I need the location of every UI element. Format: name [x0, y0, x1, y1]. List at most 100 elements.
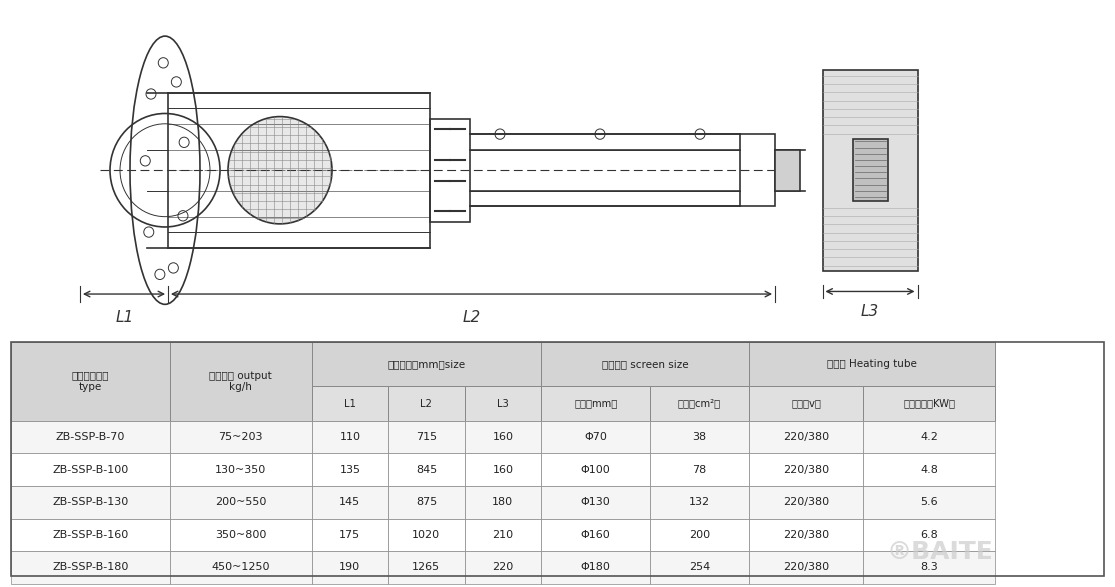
Bar	[465, 421, 541, 453]
Bar	[863, 386, 995, 421]
Bar	[465, 486, 541, 518]
Text: 8.3: 8.3	[920, 562, 938, 572]
Text: 1020: 1020	[413, 530, 440, 540]
Bar	[311, 518, 388, 551]
Text: 450~1250: 450~1250	[212, 562, 270, 572]
Bar	[388, 518, 465, 551]
Bar	[388, 421, 465, 453]
Circle shape	[227, 117, 332, 224]
Bar	[650, 486, 749, 518]
Text: 110: 110	[339, 432, 360, 442]
Text: 145: 145	[339, 497, 360, 507]
Text: 220/380: 220/380	[783, 497, 830, 507]
Bar	[863, 551, 995, 583]
Text: ZB-SSP-B-70: ZB-SSP-B-70	[56, 432, 125, 442]
Text: L3: L3	[861, 304, 879, 319]
Text: Φ130: Φ130	[581, 497, 611, 507]
Bar	[11, 421, 169, 453]
Bar	[11, 518, 169, 551]
Text: 滤网尺寸 screen size: 滤网尺寸 screen size	[602, 359, 688, 369]
Text: ®BAITE: ®BAITE	[886, 539, 993, 564]
Text: 加热器 Heating tube: 加热器 Heating tube	[826, 359, 917, 369]
Bar	[465, 386, 541, 421]
Bar	[11, 486, 169, 518]
Text: 132: 132	[689, 497, 710, 507]
Text: Φ70: Φ70	[584, 432, 608, 442]
Bar	[541, 551, 650, 583]
Bar	[748, 453, 863, 486]
Text: 175: 175	[339, 530, 360, 540]
Text: 面积（cm²）: 面积（cm²）	[678, 399, 721, 409]
Text: 电压（v）: 电压（v）	[792, 399, 821, 409]
Bar	[863, 486, 995, 518]
Text: ZB-SSP-B-160: ZB-SSP-B-160	[52, 530, 128, 540]
Bar	[311, 386, 388, 421]
Text: 4.2: 4.2	[920, 432, 938, 442]
Text: 78: 78	[692, 465, 707, 475]
Bar	[541, 486, 650, 518]
Text: 220/380: 220/380	[783, 530, 830, 540]
Text: 220: 220	[492, 562, 514, 572]
Bar	[650, 386, 749, 421]
Bar	[465, 518, 541, 551]
Text: L1: L1	[343, 399, 356, 409]
Bar	[541, 421, 650, 453]
Bar	[748, 421, 863, 453]
Bar	[748, 386, 863, 421]
Bar	[388, 386, 465, 421]
Text: 135: 135	[339, 465, 360, 475]
Bar	[169, 518, 311, 551]
Bar	[11, 453, 169, 486]
Bar	[465, 453, 541, 486]
Text: Φ100: Φ100	[581, 465, 611, 475]
Bar	[169, 486, 311, 518]
Text: 加热功率（KW）: 加热功率（KW）	[903, 399, 956, 409]
Bar	[388, 486, 465, 518]
Bar	[823, 70, 918, 271]
Bar	[748, 551, 863, 583]
Text: ZB-SSP-B-100: ZB-SSP-B-100	[52, 465, 128, 475]
Text: 715: 715	[416, 432, 437, 442]
Bar	[863, 453, 995, 486]
Text: 4.8: 4.8	[920, 465, 938, 475]
Text: Φ180: Φ180	[581, 562, 611, 572]
Text: L2: L2	[463, 309, 481, 325]
Bar	[169, 421, 311, 453]
Text: 130~350: 130~350	[215, 465, 266, 475]
Bar	[388, 453, 465, 486]
Bar	[748, 518, 863, 551]
Bar	[311, 486, 388, 518]
Bar	[863, 518, 995, 551]
Bar	[388, 551, 465, 583]
Text: 5.6: 5.6	[920, 497, 938, 507]
Bar	[650, 453, 749, 486]
Text: 38: 38	[692, 432, 707, 442]
Text: 产品规格型号
type: 产品规格型号 type	[71, 370, 109, 392]
Text: 160: 160	[493, 465, 513, 475]
Text: 350~800: 350~800	[215, 530, 266, 540]
Text: 180: 180	[493, 497, 513, 507]
Bar	[169, 551, 311, 583]
Bar	[775, 150, 799, 191]
Bar	[541, 518, 650, 551]
Bar	[311, 453, 388, 486]
Bar	[740, 134, 775, 207]
Text: 200: 200	[689, 530, 710, 540]
Text: 220/380: 220/380	[783, 432, 830, 442]
Bar	[465, 551, 541, 583]
Text: 轮廓尺寸（mm）size: 轮廓尺寸（mm）size	[387, 359, 465, 369]
Text: ZB-SSP-B-130: ZB-SSP-B-130	[52, 497, 128, 507]
Text: 220/380: 220/380	[783, 562, 830, 572]
Bar	[541, 342, 748, 386]
Bar	[311, 342, 541, 386]
Bar	[169, 342, 311, 421]
Bar	[541, 386, 650, 421]
Bar	[863, 421, 995, 453]
Text: Φ160: Φ160	[581, 530, 611, 540]
Bar	[748, 486, 863, 518]
Text: 254: 254	[689, 562, 710, 572]
Bar	[748, 342, 995, 386]
Bar	[650, 518, 749, 551]
Bar	[311, 421, 388, 453]
Bar	[11, 342, 169, 421]
